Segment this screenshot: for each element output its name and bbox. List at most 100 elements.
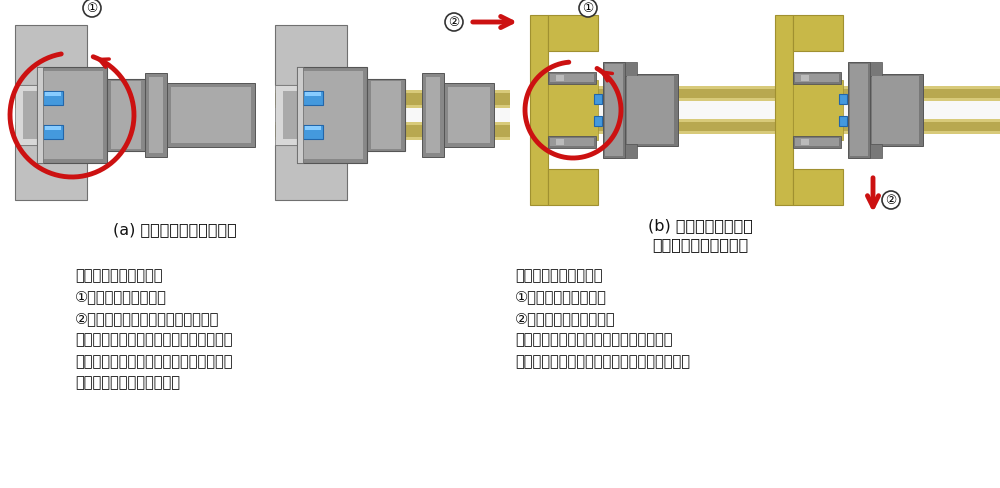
Bar [625,74,678,146]
Text: 必要があり、メンテナンス機器１箇所を: 必要があり、メンテナンス機器１箇所を [75,332,232,347]
Bar [793,169,843,205]
Bar [15,25,87,85]
Bar [15,90,250,108]
Bar [548,169,598,205]
Bar [303,91,323,105]
Bar [795,74,839,82]
Bar [371,81,401,149]
Bar [426,77,440,153]
Bar [15,93,250,105]
Bar [801,139,809,145]
Bar [444,83,494,147]
Bar [275,85,347,145]
Bar [556,75,564,81]
Circle shape [579,0,597,17]
Bar [15,108,250,122]
Bar [448,87,490,143]
Bar [297,67,303,163]
Bar [839,116,847,126]
Text: 機器を取り外すために: 機器を取り外すために [515,268,602,283]
Text: ①: ① [582,1,594,15]
Bar [530,122,775,131]
Bar [775,15,793,205]
Bar [775,86,1000,101]
Bar [775,122,1000,131]
Text: チューブを引き抜く必要がなく、メンテ: チューブを引き抜く必要がなく、メンテ [515,332,672,347]
Bar [283,91,339,139]
Bar [149,77,163,153]
Bar [37,67,43,163]
Bar [275,108,510,122]
Bar [275,145,347,200]
Bar [275,93,510,105]
Text: ナンス機器１箇所だけを取外すことが可能。: ナンス機器１箇所だけを取外すことが可能。 [515,354,690,369]
Bar [775,89,1000,98]
Bar [23,91,79,139]
Bar [594,94,602,104]
Bar [530,86,775,101]
Bar [15,125,250,137]
Bar [305,92,321,96]
Bar [43,125,63,139]
Bar [111,81,141,149]
Bar [775,101,1000,119]
Bar [872,76,919,144]
Bar [15,145,87,200]
Bar [548,136,596,148]
Bar [530,15,548,205]
Bar [45,92,61,96]
Bar [594,116,602,126]
Bar [550,74,594,82]
Bar [627,76,674,144]
Bar [605,64,623,156]
Polygon shape [45,122,83,142]
Bar [422,73,444,157]
Bar [870,74,923,146]
Bar [530,89,775,98]
Bar [625,62,637,76]
Bar [107,79,145,151]
Bar [625,144,637,158]
Bar [793,15,843,51]
Text: ②チューブを機器本体から引き抜く: ②チューブを機器本体から引き抜く [75,311,219,326]
Bar [550,138,594,146]
Bar [45,126,61,130]
Bar [305,126,321,130]
Bar [15,85,87,145]
Bar [43,91,63,105]
Polygon shape [305,88,343,108]
Bar [171,87,251,143]
Bar [301,71,363,159]
Bar [870,144,882,158]
Text: ①ナットを取り外す。: ①ナットを取り外す。 [515,289,607,305]
Bar [548,72,596,84]
Bar [145,73,167,157]
Bar [37,67,107,163]
Bar [15,122,250,140]
Text: ①: ① [86,1,98,15]
Bar [41,71,103,159]
Bar [793,72,841,84]
Circle shape [445,13,463,31]
Bar [530,101,775,119]
Text: (a) コーン＆スレッド継手: (a) コーン＆スレッド継手 [113,222,237,237]
Polygon shape [45,88,83,108]
Bar [167,83,255,147]
Bar [548,15,598,51]
Text: ①ナットを取り外す。: ①ナットを取り外す。 [75,289,167,305]
Bar [556,139,564,145]
Bar [95,90,250,93]
Text: ②機器を横に取り外す。: ②機器を横に取り外す。 [515,311,616,326]
Bar [95,137,250,140]
Bar [793,136,841,148]
Bar [548,80,598,140]
Bar [275,122,510,140]
Bar [297,67,367,163]
Bar [367,79,405,151]
Bar [275,90,510,108]
Text: メタルガスケット継手: メタルガスケット継手 [652,237,748,252]
Bar [275,125,510,137]
Text: ②: ② [885,194,897,206]
Text: ②: ② [448,16,460,28]
Text: (b) 超高圧水素配管用: (b) 超高圧水素配管用 [648,218,752,233]
